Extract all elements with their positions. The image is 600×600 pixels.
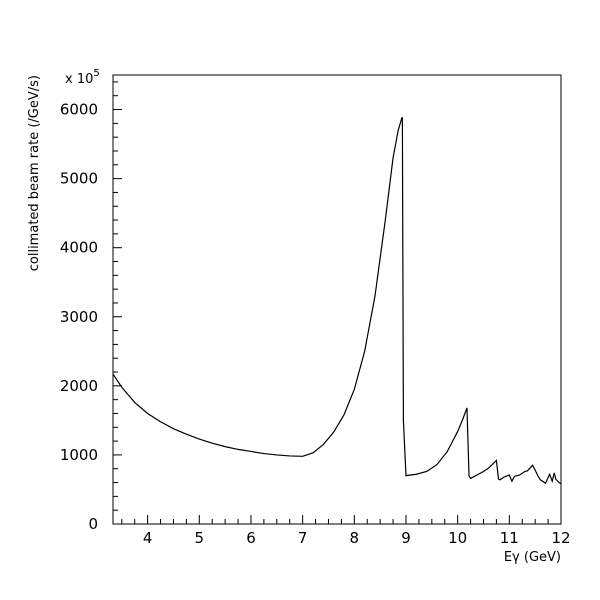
- x-tick-label: 10: [448, 529, 467, 547]
- y-tick-label: 5000: [60, 170, 98, 188]
- x-tick-label: 12: [551, 529, 570, 547]
- x-tick-label: 8: [350, 529, 360, 547]
- x-tick-label: 5: [195, 529, 205, 547]
- x-tick-label: 7: [298, 529, 308, 547]
- x-tick-label: 9: [401, 529, 411, 547]
- y-tick-label: 3000: [60, 308, 98, 326]
- y-tick-label: 4000: [60, 239, 98, 257]
- x-axis-label: Eγ (GeV): [504, 550, 561, 565]
- x-tick-label: 11: [500, 529, 519, 547]
- y-tick-label: 0: [88, 515, 98, 533]
- y-axis-ticks: 0 1000 2000 3000 4000 5000 6000: [60, 81, 122, 533]
- y-tick-label: 2000: [60, 377, 98, 395]
- plot-frame: [112, 74, 562, 525]
- y-axis-multiplier: x 105: [65, 68, 100, 87]
- x-axis-ticks: 4 5 6 7 8 9 10 11 12: [121, 515, 571, 547]
- y-tick-label: 6000: [60, 101, 98, 119]
- y-axis-multiplier-exponent: 5: [93, 68, 99, 79]
- y-axis-label: collimated beam rate (/GeV/s): [27, 75, 42, 271]
- y-tick-label: 1000: [60, 446, 98, 464]
- x-tick-label: 6: [246, 529, 256, 547]
- series-line: [112, 117, 562, 485]
- x-tick-label: 4: [143, 529, 153, 547]
